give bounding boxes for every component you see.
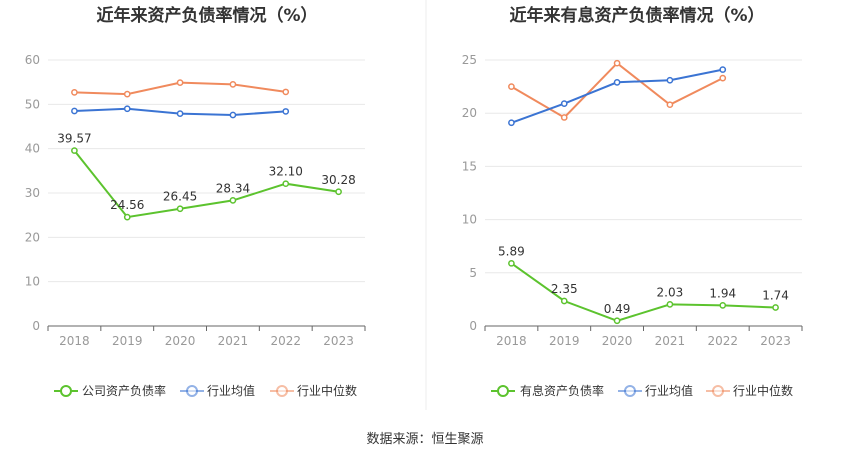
x-tick-label: 2019 bbox=[112, 334, 143, 348]
data-label: 5.89 bbox=[498, 244, 525, 258]
data-label: 39.57 bbox=[57, 132, 91, 146]
y-tick-label: 15 bbox=[462, 159, 477, 173]
y-tick-label: 0 bbox=[469, 319, 477, 333]
data-point bbox=[176, 205, 184, 213]
data-point bbox=[176, 110, 184, 117]
chart-2: 近年来有息资产负债率情况（%） 0 5 10 15 20 25 2018 2019 2020 202… bbox=[462, 5, 803, 398]
data-label: 26.45 bbox=[163, 190, 197, 204]
legend-label: 行业均值 bbox=[645, 383, 693, 398]
data-label: 2.03 bbox=[657, 285, 684, 299]
series-line bbox=[511, 68, 723, 124]
data-point bbox=[229, 197, 237, 204]
data-label: 0.49 bbox=[604, 302, 631, 316]
data-label: 24.56 bbox=[110, 198, 144, 212]
data-point bbox=[772, 304, 779, 311]
data-point bbox=[613, 317, 621, 325]
x-tick-label: 2018 bbox=[59, 334, 90, 348]
legend-marker bbox=[186, 385, 198, 397]
data-point bbox=[71, 147, 78, 154]
series-line bbox=[510, 61, 724, 119]
y-tick-label: 10 bbox=[25, 275, 40, 289]
data-label: 32.10 bbox=[269, 165, 303, 179]
data-point bbox=[282, 88, 290, 96]
data-point bbox=[508, 119, 515, 127]
data-label: 2.35 bbox=[551, 282, 578, 296]
chart-1: 近年来资产负债率情况（%） 0 10 20 30 40 50 60 2018 2019 2020 20… bbox=[25, 5, 366, 398]
data-point bbox=[666, 76, 674, 84]
data-point bbox=[508, 83, 515, 90]
legend-label: 有息资产负债率 bbox=[520, 383, 604, 398]
data-point bbox=[560, 100, 568, 107]
data-point bbox=[176, 79, 184, 86]
series-line bbox=[73, 149, 339, 219]
data-label: 28.34 bbox=[216, 181, 250, 195]
data-label: 1.74 bbox=[762, 288, 789, 302]
data-point bbox=[613, 78, 621, 86]
data-point bbox=[123, 105, 131, 113]
legend-marker bbox=[60, 385, 72, 397]
x-tick-label: 2020 bbox=[165, 334, 196, 348]
data-label: 1.94 bbox=[709, 286, 736, 300]
data-point bbox=[508, 259, 515, 267]
legend-label: 公司资产负债率 bbox=[82, 383, 166, 398]
y-tick-label: 30 bbox=[25, 186, 40, 200]
data-point bbox=[719, 302, 727, 309]
data-point bbox=[282, 108, 290, 115]
chart-title: 近年来资产负债率情况（%） bbox=[96, 5, 317, 26]
data-point bbox=[560, 297, 568, 305]
legend-label: 行业中位数 bbox=[297, 383, 357, 398]
y-tick-label: 25 bbox=[462, 53, 477, 67]
data-point bbox=[123, 213, 131, 221]
y-tick-label: 10 bbox=[462, 213, 477, 227]
x-tick-label: 2022 bbox=[707, 334, 738, 348]
data-point bbox=[229, 111, 237, 119]
legend-label: 行业中位数 bbox=[733, 383, 793, 398]
data-point bbox=[666, 301, 674, 308]
y-tick-label: 0 bbox=[32, 319, 40, 333]
legend-marker bbox=[624, 385, 636, 397]
series-line bbox=[510, 262, 776, 322]
x-tick-label: 2023 bbox=[323, 334, 354, 348]
chart-title: 近年来有息资产负债率情况（%） bbox=[509, 5, 764, 26]
legend-marker bbox=[712, 385, 724, 397]
legend-marker bbox=[276, 385, 288, 397]
data-point bbox=[613, 59, 621, 67]
y-tick-label: 50 bbox=[25, 97, 40, 111]
data-point bbox=[560, 114, 568, 121]
y-tick-label: 20 bbox=[462, 106, 477, 120]
data-point bbox=[123, 90, 131, 98]
x-tick-label: 2018 bbox=[496, 334, 527, 348]
y-tick-label: 60 bbox=[25, 53, 40, 67]
data-point bbox=[335, 188, 342, 196]
x-tick-label: 2019 bbox=[549, 334, 580, 348]
x-tick-label: 2022 bbox=[270, 334, 301, 348]
legend-label: 行业均值 bbox=[207, 383, 255, 398]
legend-marker bbox=[497, 385, 509, 397]
data-point bbox=[229, 81, 237, 88]
data-point bbox=[282, 180, 290, 188]
x-tick-label: 2021 bbox=[655, 334, 686, 348]
data-point bbox=[666, 101, 674, 109]
data-label: 30.28 bbox=[321, 173, 355, 187]
data-point bbox=[71, 89, 78, 96]
y-tick-label: 5 bbox=[469, 266, 477, 280]
data-point bbox=[719, 74, 727, 82]
x-tick-label: 2023 bbox=[760, 334, 791, 348]
x-tick-label: 2021 bbox=[218, 334, 249, 348]
y-tick-label: 40 bbox=[25, 142, 40, 156]
data-point bbox=[71, 107, 78, 115]
y-tick-label: 20 bbox=[25, 230, 40, 244]
x-tick-label: 2020 bbox=[602, 334, 633, 348]
data-point bbox=[719, 66, 727, 73]
source-label: 数据来源：恒生聚源 bbox=[366, 432, 483, 447]
